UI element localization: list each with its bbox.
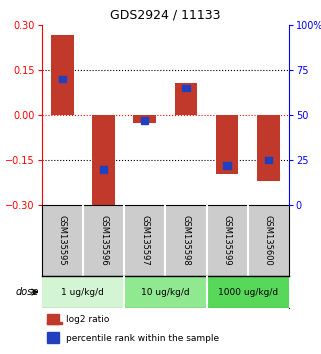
Bar xyxy=(42,276,124,308)
Bar xyxy=(47,314,59,324)
Bar xyxy=(47,321,62,324)
Bar xyxy=(216,115,239,174)
Bar xyxy=(59,76,66,82)
Bar xyxy=(92,115,115,207)
Bar xyxy=(100,166,107,172)
Bar xyxy=(51,35,74,115)
Bar xyxy=(47,332,59,343)
Text: percentile rank within the sample: percentile rank within the sample xyxy=(66,334,220,343)
Bar xyxy=(175,84,197,115)
Bar xyxy=(182,85,190,91)
Bar xyxy=(257,115,280,181)
Text: GSM135598: GSM135598 xyxy=(181,215,190,266)
Bar xyxy=(124,276,206,308)
Text: GSM135596: GSM135596 xyxy=(99,215,108,266)
Bar xyxy=(206,276,289,308)
Text: GDS2924 / 11133: GDS2924 / 11133 xyxy=(110,8,221,21)
Text: GSM135597: GSM135597 xyxy=(140,215,149,266)
Text: dose: dose xyxy=(15,287,39,297)
Text: GSM135595: GSM135595 xyxy=(58,215,67,266)
Text: 10 ug/kg/d: 10 ug/kg/d xyxy=(141,287,190,297)
Text: 1000 ug/kg/d: 1000 ug/kg/d xyxy=(218,287,278,297)
Text: GSM135599: GSM135599 xyxy=(222,215,232,266)
Bar xyxy=(223,162,231,169)
Bar xyxy=(141,117,148,124)
Bar xyxy=(265,157,272,164)
Bar xyxy=(134,115,156,124)
Text: 1 ug/kg/d: 1 ug/kg/d xyxy=(62,287,104,297)
Text: GSM135600: GSM135600 xyxy=(264,215,273,266)
Text: log2 ratio: log2 ratio xyxy=(66,315,110,324)
